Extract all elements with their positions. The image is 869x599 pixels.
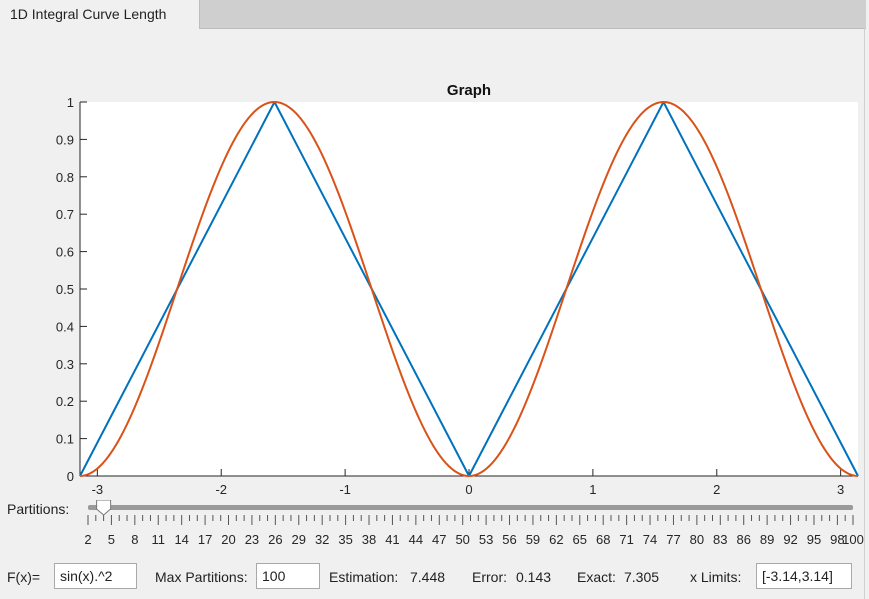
slider-tick-label: 20 <box>221 532 235 547</box>
y-tick-label: 0.2 <box>56 394 74 409</box>
slider-thumb[interactable] <box>96 500 112 516</box>
slider-tick-label: 89 <box>760 532 774 547</box>
series-group <box>79 101 859 477</box>
error-value: 0.143 <box>516 569 552 585</box>
slider-tick-label: 92 <box>783 532 797 547</box>
slider-tick-label: 62 <box>549 532 563 547</box>
x-tick-label: -3 <box>92 482 104 497</box>
slider-tick-label: 68 <box>596 532 610 547</box>
slider-tick-label: 77 <box>666 532 680 547</box>
tab-integral-curve-length[interactable]: 1D Integral Curve Length <box>0 0 200 29</box>
xlimits-input[interactable] <box>756 563 852 589</box>
xlimits-label: x Limits: <box>690 569 742 585</box>
partitions-label: Partitions: <box>7 501 70 517</box>
y-tick-label: 0.1 <box>56 432 74 447</box>
slider-tick-label: 86 <box>736 532 750 547</box>
series-line-function <box>79 101 859 477</box>
y-tick-label: 0 <box>67 469 74 484</box>
estimation-value: 7.448 <box>410 569 446 585</box>
slider-tick-label: 38 <box>362 532 376 547</box>
slider-tick-label: 80 <box>690 532 704 547</box>
slider-tick-label: 44 <box>409 532 423 547</box>
exact-label: Exact: <box>577 569 616 585</box>
x-tick-label: 3 <box>837 482 844 497</box>
x-tick-label: 2 <box>713 482 720 497</box>
x-tick-label: -2 <box>215 482 227 497</box>
slider-tick-label: 23 <box>245 532 259 547</box>
y-tick-label: 0.5 <box>56 282 74 297</box>
y-tick-label: 1 <box>67 95 74 110</box>
max-partitions-input[interactable] <box>256 563 320 589</box>
slider-tick-label: 29 <box>292 532 306 547</box>
slider-tick-label: 65 <box>573 532 587 547</box>
max-partitions-label: Max Partitions: <box>155 569 248 585</box>
slider-tick-label: 5 <box>108 532 115 547</box>
x-tick-label: -1 <box>339 482 351 497</box>
y-tick-label: 0.4 <box>56 319 74 334</box>
x-tick-label: 1 <box>589 482 596 497</box>
fx-label: F(x)= <box>7 569 41 585</box>
slider-tick-label: 2 <box>84 532 91 547</box>
slider-tick-label: 47 <box>432 532 446 547</box>
slider-tick-label: 8 <box>131 532 138 547</box>
slider-tick-label: 14 <box>174 532 188 547</box>
slider-tick-label: 32 <box>315 532 329 547</box>
slider-tick-label: 83 <box>713 532 727 547</box>
plot-area <box>80 102 858 476</box>
slider-tick-label: 98 <box>830 532 844 547</box>
fx-input[interactable] <box>54 563 137 589</box>
y-tick-label: 0.6 <box>56 245 74 260</box>
slider-tick-label: 53 <box>479 532 493 547</box>
partitions-slider[interactable]: 2 5 8 11 14 17 20 23 26 29 32 35 38 41 44 47 50 53 56 59 62 6… <box>0 500 869 554</box>
estimation-label: Estimation: <box>329 569 399 585</box>
slider-tick-label: 35 <box>338 532 352 547</box>
exact-value: 7.305 <box>624 569 660 585</box>
chart-title: Graph <box>447 82 491 99</box>
slider-tick-label: 50 <box>455 532 469 547</box>
x-tick-label: 0 <box>465 482 472 497</box>
y-tick-label: 0.8 <box>56 170 74 185</box>
error-label: Error: <box>472 569 507 585</box>
slider-tick-label: 59 <box>526 532 540 547</box>
slider-tick-label: 26 <box>268 532 282 547</box>
axes: -3 -2 -1 0 1 2 3 0 0.1 0.2 0.3 0.4 0.5 0.6 0.7 0.8 0.9 1 <box>56 95 858 497</box>
y-tick-label: 0.7 <box>56 207 74 222</box>
slider-track[interactable] <box>88 505 853 510</box>
panel-border <box>864 28 865 599</box>
slider-tick-label: 71 <box>619 532 633 547</box>
slider-tick-label: 74 <box>643 532 657 547</box>
y-tick-label: 0.3 <box>56 357 74 372</box>
slider-tick-label: 56 <box>502 532 516 547</box>
slider-tick-label: 41 <box>385 532 399 547</box>
graph-chart: Graph -3 -2 -1 0 1 2 3 0 0.1 0.2 0.3 0.4 0.5 0.6 0.7 0.… <box>56 82 859 497</box>
slider-tick-label: 17 <box>198 532 212 547</box>
slider-tick-label: 95 <box>807 532 821 547</box>
slider-tick-label: 100 <box>842 532 864 547</box>
tab-strip: 1D Integral Curve Length <box>0 0 866 29</box>
y-tick-label: 0.9 <box>56 132 74 147</box>
slider-tick-label: 11 <box>152 532 166 547</box>
